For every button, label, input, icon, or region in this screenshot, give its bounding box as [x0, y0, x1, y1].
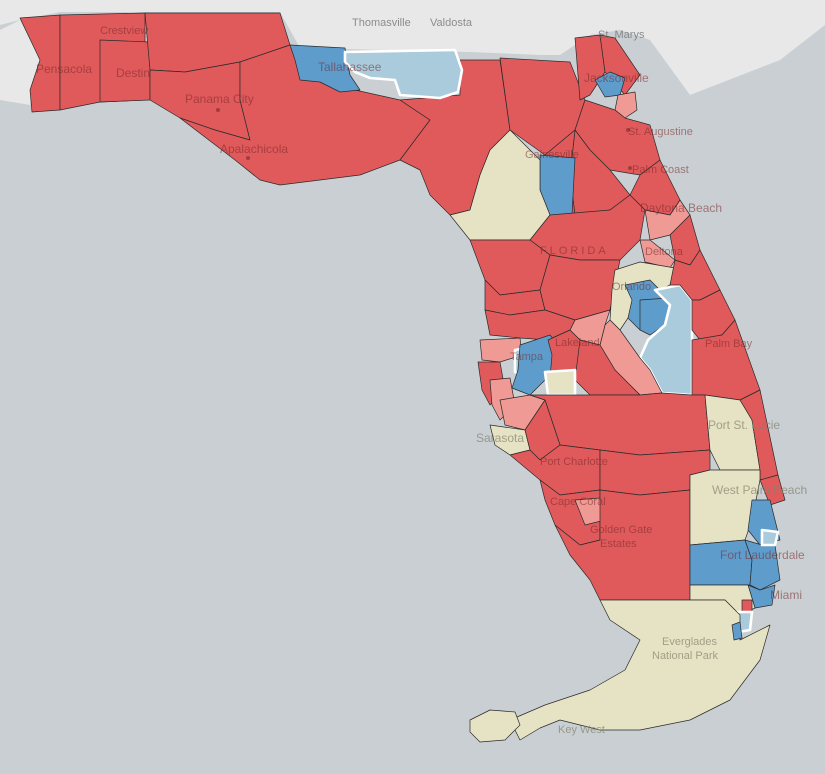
district-broward-west[interactable] [689, 539, 753, 586]
district-polk[interactable] [559, 339, 641, 396]
label-st-augustine: St. Augustine [628, 126, 693, 138]
label-sarasota: Sarasota [476, 431, 524, 445]
district-jacksonville-north[interactable] [599, 34, 641, 96]
dot-panama-city [216, 108, 220, 112]
district-tallahassee-selected[interactable] [343, 48, 464, 100]
dot-st-augustine [626, 128, 630, 132]
label-miami: Miami [770, 588, 802, 602]
label-valdosta: Valdosta [430, 17, 473, 29]
label-port-charlotte: Port Charlotte [540, 456, 608, 468]
district-hialeah[interactable] [741, 599, 753, 613]
label-panama-city: Panama City [185, 92, 254, 106]
georgia-alabama-land [0, 0, 825, 95]
label-st-marys: St. Marys [598, 29, 645, 41]
label-jacksonville: Jacksonville [584, 71, 649, 85]
label-port-st-lucie: Port St. Lucie [708, 418, 780, 432]
dot-apalachicola [246, 156, 250, 160]
district-jacksonville-dem[interactable] [594, 71, 626, 98]
label-fort-lauderdale: Fort Lauderdale [720, 548, 805, 562]
label-cape-coral: Cape Coral [550, 496, 606, 508]
southwest-districts [509, 392, 711, 601]
label-gainesville: Gainesville [525, 149, 579, 161]
dot-palm-coast [628, 166, 632, 170]
district-pinellas-north[interactable] [479, 337, 523, 363]
label-golden-gate-estates: Golden Gate Estates [590, 524, 652, 550]
district-jupiter[interactable] [759, 474, 786, 506]
label-florida: FLORIDA [540, 245, 609, 257]
central-districts [469, 194, 761, 401]
district-deland[interactable] [639, 239, 676, 269]
label-destin: Destin [116, 66, 150, 80]
label-orlando: Orlando [612, 281, 651, 293]
district-boca-selected[interactable] [760, 528, 780, 547]
alabama-coast [0, 20, 40, 105]
map-labels: Thomasville Valdosta St. Marys Crestview… [36, 17, 807, 736]
label-apalachicola: Apalachicola [220, 142, 288, 156]
label-crestview: Crestview [100, 25, 148, 37]
label-lakeland: Lakeland [555, 337, 600, 349]
district-keys-island[interactable] [469, 709, 521, 743]
tampa-districts [477, 309, 581, 456]
label-tampa: Tampa [510, 351, 544, 363]
label-tallahassee: Tallahassee [318, 60, 382, 74]
northeast-districts [449, 34, 681, 241]
label-key-west: Key West [558, 724, 605, 736]
district-jacksonville-south[interactable] [614, 91, 638, 119]
label-daytona-beach: Daytona Beach [640, 201, 722, 215]
label-palm-coast: Palm Coast [632, 164, 689, 176]
district-tampa-dem[interactable] [511, 334, 559, 396]
panhandle-districts [19, 12, 586, 216]
district-homestead-dem[interactable] [731, 621, 743, 641]
southeast-districts [509, 389, 786, 741]
district-brandon-tossup[interactable] [543, 368, 577, 397]
label-thomasville: Thomasville [352, 17, 411, 29]
label-palm-bay: Palm Bay [705, 338, 753, 350]
label-everglades: Everglades National Park [652, 636, 719, 662]
label-deltona: Deltona [645, 246, 684, 258]
label-pensacola: Pensacola [36, 62, 92, 76]
label-west-palm-beach: West Palm Beach [712, 483, 807, 497]
